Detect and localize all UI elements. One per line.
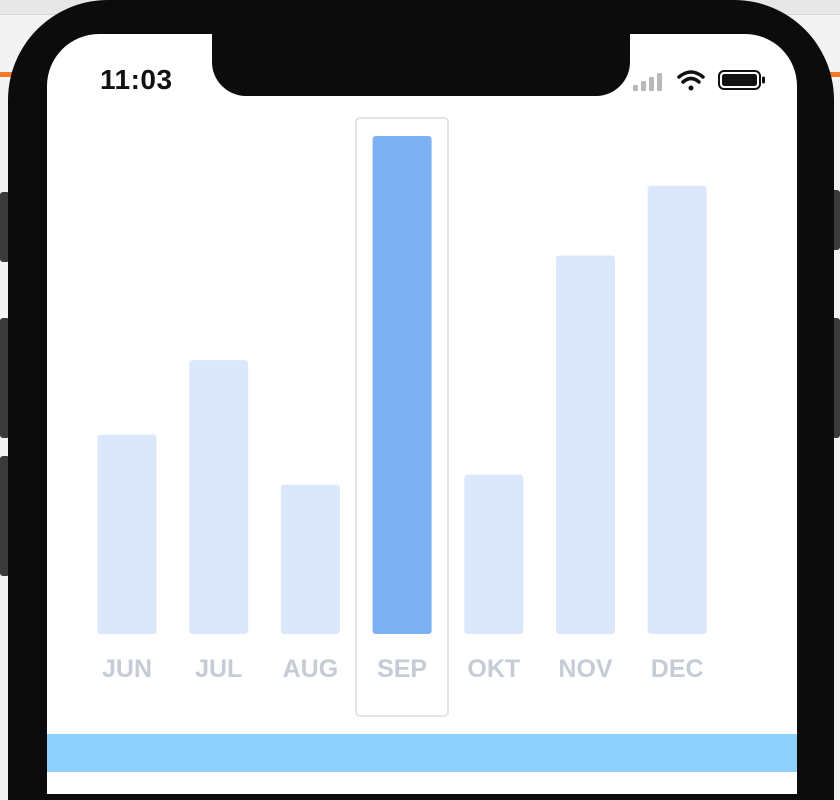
month-bar-chart: JUN JUL AUG SEP OKT NOV DEC bbox=[97, 117, 707, 717]
background-tab bbox=[830, 190, 840, 250]
bar-jul[interactable] bbox=[189, 360, 249, 634]
month-label-sep[interactable]: SEP bbox=[377, 655, 427, 683]
background-tab bbox=[0, 192, 10, 262]
selected-month-highlight bbox=[355, 117, 449, 717]
bar-sep[interactable] bbox=[372, 136, 432, 634]
month-label-dec[interactable]: DEC bbox=[651, 655, 704, 683]
bar-okt[interactable] bbox=[464, 474, 524, 634]
month-label-jul[interactable]: JUL bbox=[195, 655, 242, 683]
bottom-panel bbox=[47, 734, 797, 772]
background-tab bbox=[0, 318, 10, 438]
month-label-aug[interactable]: AUG bbox=[283, 655, 339, 683]
month-label-okt[interactable]: OKT bbox=[467, 655, 520, 683]
month-label-jun[interactable]: JUN bbox=[102, 655, 152, 683]
background-tab bbox=[0, 456, 10, 576]
status-icons bbox=[633, 70, 765, 91]
wifi-icon bbox=[677, 70, 705, 91]
background-tab bbox=[830, 318, 840, 438]
bar-aug[interactable] bbox=[280, 484, 340, 634]
bar-dec[interactable] bbox=[647, 185, 707, 635]
bar-jun[interactable] bbox=[97, 434, 157, 634]
status-time: 11:03 bbox=[100, 64, 173, 95]
cellular-signal-icon bbox=[633, 73, 662, 91]
bar-nov[interactable] bbox=[556, 255, 615, 635]
month-label-nov[interactable]: NOV bbox=[558, 655, 613, 683]
battery-icon bbox=[718, 70, 765, 90]
phone-notch bbox=[212, 30, 630, 96]
